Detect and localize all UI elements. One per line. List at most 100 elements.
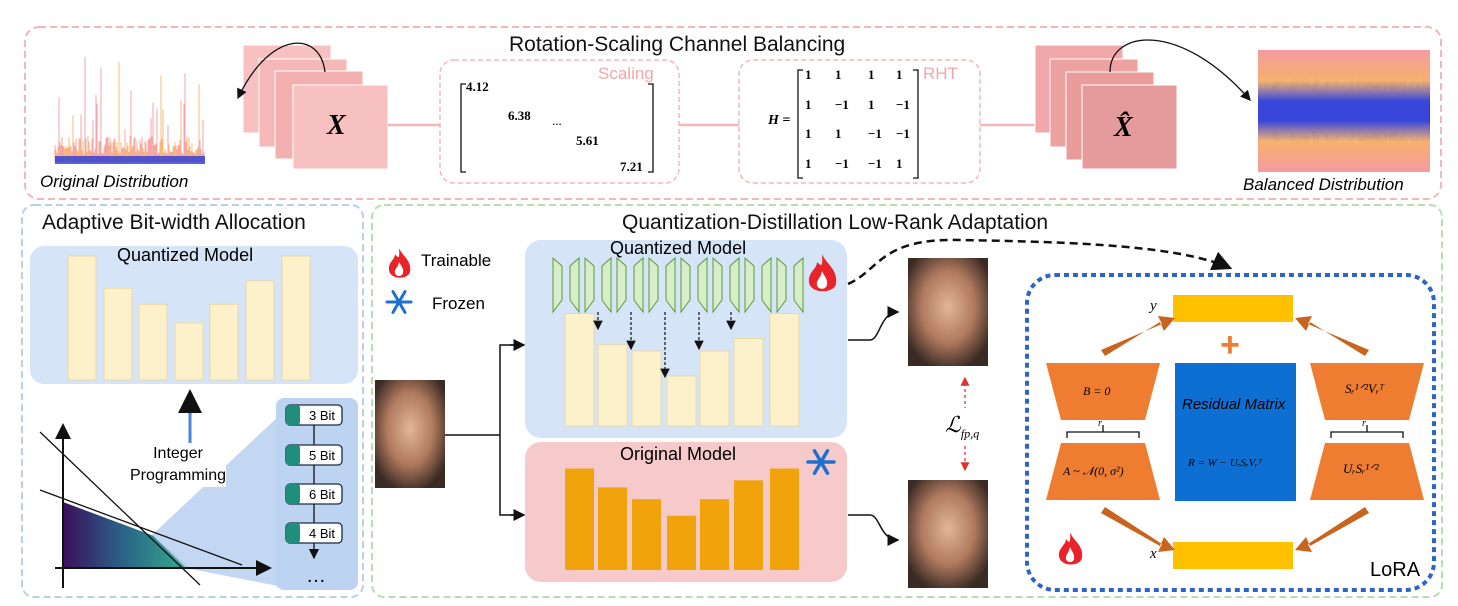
scaling-bracket-right: [648, 83, 654, 173]
quantized-to-lora-dashed: [847, 238, 1233, 286]
scaling-box: [439, 59, 680, 184]
rht-matrix-cell: −1: [868, 156, 882, 171]
fire-icon: [388, 248, 411, 278]
balanced-distribution-label: Balanced Distribution: [1243, 175, 1404, 194]
lora-r-left: r: [1098, 418, 1102, 429]
rht-box: [738, 59, 981, 184]
integer-programming-plot: [39, 398, 298, 590]
loss-subscript: fp,q: [960, 426, 980, 441]
residual-matrix-eq: R = W − UᵣSᵣVᵣᵀ: [1188, 457, 1263, 469]
bit-item-teal: [286, 523, 300, 543]
rht-matrix-cell: 1: [835, 67, 842, 82]
quantized-output-face: [908, 258, 988, 366]
original-distribution-plot: [54, 56, 205, 164]
bit-item-teal: [286, 405, 300, 425]
rht-h-label: H =: [768, 113, 791, 128]
rht-matrix-cell: 1: [805, 97, 812, 112]
scaling-bracket-left: [460, 83, 466, 173]
balanced-activation-cards: [1034, 44, 1178, 170]
quantized-gates: [552, 256, 804, 314]
quantized-bar: [564, 313, 595, 427]
original-bar: [565, 468, 594, 570]
rht-matrix-cell: 1: [868, 97, 875, 112]
bit-item-label: 4 Bit: [309, 526, 335, 541]
left-quantized-bar: [245, 280, 275, 381]
cards-to-balanced-arrow: [1109, 39, 1251, 101]
left-quantized-bar: [209, 303, 239, 381]
quantized-bar: [631, 350, 662, 427]
original-model-label: Original Model: [620, 444, 737, 464]
scaling-label: Scaling: [598, 64, 654, 83]
original-dist-core: [55, 156, 205, 164]
arrow-quant-to-face: [848, 306, 900, 341]
left-section-border: [21, 204, 364, 598]
frozen-label: Frozen: [432, 294, 485, 313]
snowflake-icon: [385, 290, 413, 314]
right-section-border: [371, 204, 1443, 598]
original-snowflake-icon: [806, 449, 836, 475]
balanced-distribution-plot: [1257, 50, 1430, 172]
quant-gate-left: [648, 256, 659, 314]
quantized-bar: [769, 313, 800, 427]
lora-a-eq: A ~ 𝒩(0, σ²): [1063, 464, 1124, 478]
left-quantized-bar: [174, 322, 204, 381]
quant-gate-left: [744, 256, 755, 314]
lora-rank-bracket-right: [1330, 425, 1404, 438]
lora-b-eq: B = 0: [1083, 384, 1111, 398]
loss-symbol: ℒ: [945, 412, 961, 437]
quant-gate-left: [552, 256, 563, 314]
rht-matrix-cell: 1: [868, 67, 875, 82]
quant-gate-left: [680, 256, 691, 314]
bit-item-label: 3 Bit: [309, 408, 335, 423]
rht-matrix-cell: 1: [805, 67, 812, 82]
left-quantized-bar: [67, 255, 97, 381]
rht-matrix-cell: −1: [835, 156, 849, 171]
left-section-title: Adaptive Bit-width Allocation: [42, 211, 306, 234]
bit-item-teal: [286, 445, 300, 465]
left-quantized-bar: [138, 303, 168, 381]
quant-gate-right: [697, 256, 708, 314]
quant-gate-left: [616, 256, 627, 314]
original-bar: [632, 499, 661, 570]
residual-matrix-title: Residual Matrix: [1182, 396, 1286, 413]
rht-bracket-left: [797, 69, 803, 179]
left-quantized-model-label: Quantized Model: [117, 245, 254, 265]
original-bar: [598, 487, 627, 570]
quant-gate-right: [793, 256, 804, 314]
top-section-border: [24, 26, 1442, 200]
quant-gate-right: [761, 256, 772, 314]
residual-matrix-block: [1175, 363, 1296, 501]
quantized-bar: [666, 375, 697, 427]
quant-gate-right: [601, 256, 612, 314]
quantized-bars: [564, 312, 800, 427]
original-bars: [565, 468, 799, 570]
lora-box: [1025, 273, 1436, 592]
balanced-dist-band: [1258, 50, 1430, 172]
loss-label: ℒfp,q: [945, 412, 979, 441]
lora-top-right-eq: Sᵣ¹ᐟ²Vᵣᵀ: [1345, 381, 1385, 396]
original-bar: [667, 515, 696, 570]
rht-label: RHT: [923, 64, 958, 83]
right-section-title: Quantization-Distillation Low-Rank Adapt…: [622, 211, 1049, 234]
rht-matrix-cell: 1: [835, 126, 842, 141]
rht-matrix-cell: −1: [835, 97, 849, 112]
lora-b-trapezoid: [1046, 363, 1160, 420]
input-face-image: [375, 380, 445, 488]
lora-a-trapezoid: [1046, 443, 1160, 500]
quant-gate-left: [776, 256, 787, 314]
lora-y-label: y: [1150, 298, 1157, 314]
quantized-model-label: Quantized Model: [610, 238, 747, 258]
bit-item-teal: [286, 484, 300, 504]
rht-matrix-cell: 1: [896, 156, 903, 171]
quantized-fire-icon: [808, 254, 837, 292]
quantized-bar: [597, 344, 628, 427]
scaling-entry-3: ...: [552, 113, 562, 128]
lora-fire-icon: [1058, 532, 1083, 565]
bit-item-label: 5 Bit: [309, 448, 335, 463]
loss-box: [927, 408, 1003, 444]
x-hat-label: X̂: [1114, 112, 1133, 143]
quant-gate-right: [569, 256, 580, 314]
input-split-arrows: [445, 344, 520, 516]
original-output-face: [908, 480, 988, 588]
